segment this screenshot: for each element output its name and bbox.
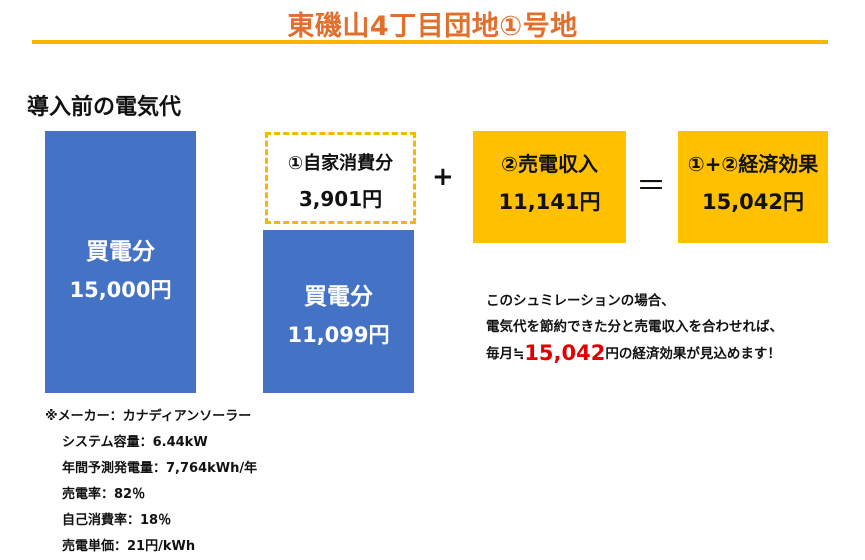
- spec-system-capacity: システム容量：6.44kW: [62, 435, 208, 450]
- plus-sign: +: [432, 162, 454, 192]
- spec-annual-generation: 年間予測発電量：7,764kWh/年: [62, 461, 258, 476]
- summary-highlight-amount: 15,042: [524, 341, 606, 365]
- sales-income-label: ②売電収入: [501, 152, 598, 176]
- page-title: 東磯山4丁目団地①号地: [287, 11, 578, 42]
- purchase-after-box: 買電分 11,099円: [263, 230, 414, 393]
- equals-sign: ＝: [636, 169, 666, 204]
- self-consumption-label: ①自家消費分: [287, 153, 394, 174]
- purchase-before-label: 買電分: [86, 239, 155, 265]
- summary-line-2: 電気代を節約できた分と売電収入を合わせれば、: [486, 319, 783, 335]
- sales-income-box: ②売電収入 11,141円: [473, 131, 626, 243]
- economic-effect-box: ①+②経済効果 15,042円: [678, 131, 828, 243]
- self-consumption-value: 3,901円: [298, 187, 383, 211]
- summary-line-3-suffix: 円の経済効果が見込めます！: [605, 346, 781, 362]
- purchase-before-box: 買電分 15,000円: [45, 131, 196, 393]
- spec-maker: ※メーカー：カナディアンソーラー: [45, 409, 252, 424]
- purchase-after-label: 買電分: [304, 284, 373, 310]
- summary-line-1: このシュミレーションの場合、: [486, 293, 675, 309]
- self-consumption-box: ①自家消費分 3,901円: [265, 132, 416, 224]
- purchase-after-value: 11,099円: [287, 323, 390, 347]
- spec-sales-rate: 売電率：82％: [62, 487, 146, 502]
- summary-line-3-prefix: 毎月≒: [486, 346, 525, 362]
- spec-self-consumption-rate: 自己消費率：18％: [62, 513, 172, 528]
- spec-sales-unit-price: 売電単価：21円/kWh: [62, 539, 196, 554]
- section-heading: 導入前の電気代: [27, 95, 182, 120]
- economic-effect-label: ①+②経済効果: [687, 152, 819, 176]
- summary-line-3: 毎月≒15,042円の経済効果が見込めます！: [486, 341, 781, 365]
- purchase-before-value: 15,000円: [69, 278, 172, 302]
- title-underline: [32, 40, 828, 44]
- economic-effect-value: 15,042円: [701, 190, 805, 214]
- sales-income-value: 11,141円: [498, 190, 601, 214]
